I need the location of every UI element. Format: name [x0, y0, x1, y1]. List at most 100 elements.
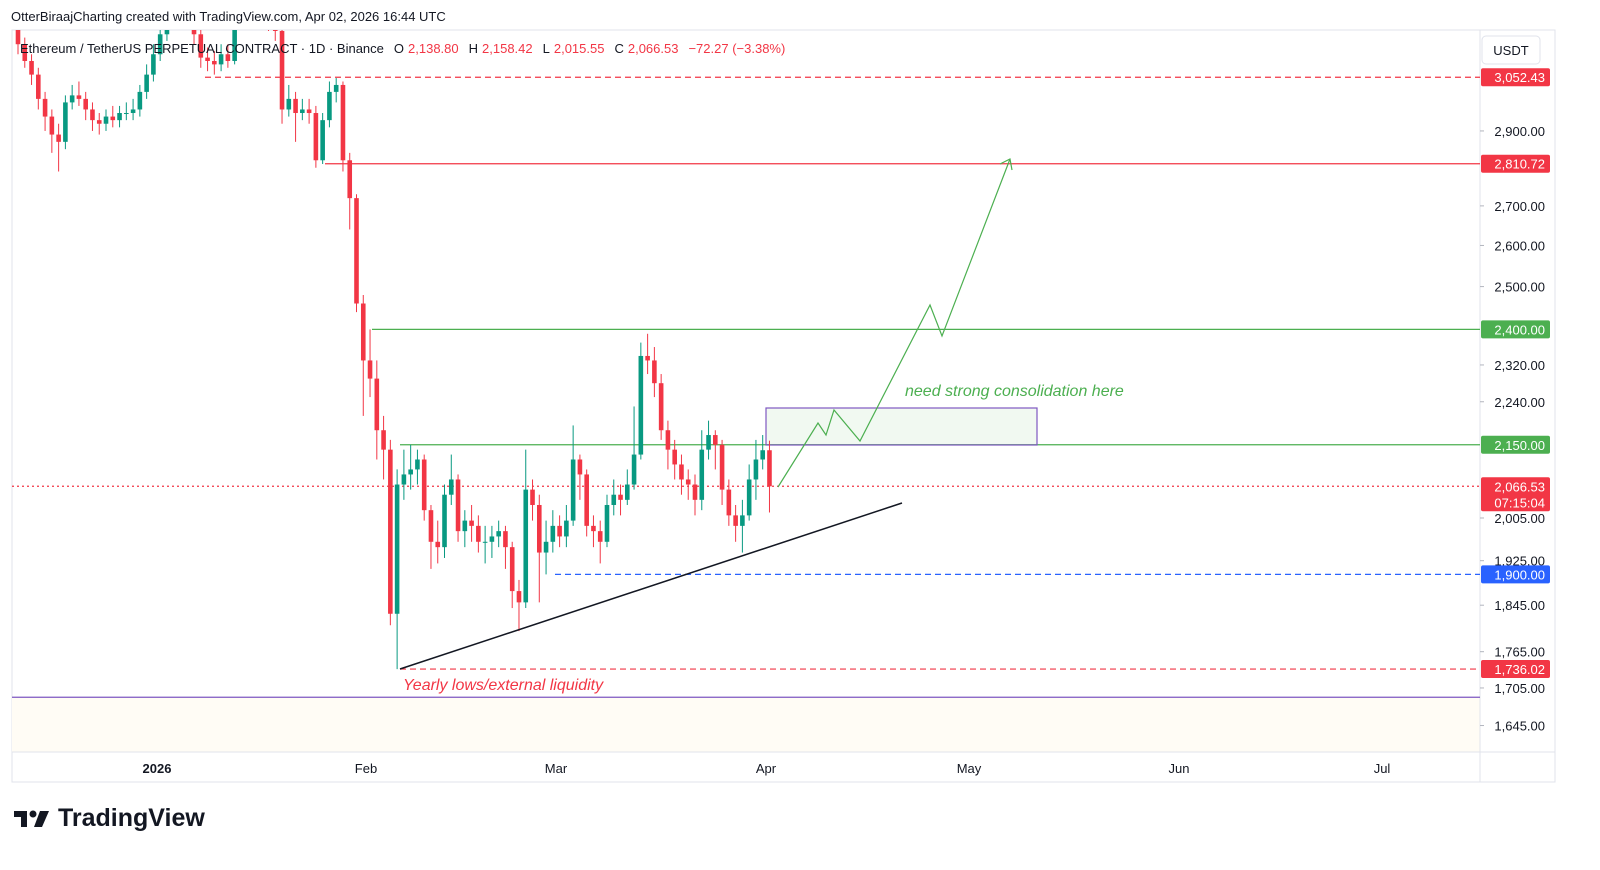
- candle-body: [178, 5, 183, 11]
- x-tick-label: Feb: [355, 761, 377, 776]
- candle-body: [482, 541, 488, 543]
- candles: [15, 0, 772, 670]
- brand-name: TradingView: [58, 804, 205, 832]
- candle-body: [767, 450, 772, 487]
- candle-body: [239, 0, 244, 15]
- ohlc-key: O: [393, 41, 405, 56]
- candle-body: [279, 30, 285, 110]
- candle-body: [604, 504, 610, 542]
- level-countdown: 07:15:04: [1494, 495, 1545, 510]
- currency-label[interactable]: USDT: [1493, 43, 1528, 58]
- candle-body: [401, 474, 407, 485]
- candle-body: [144, 74, 149, 92]
- candle-body: [597, 531, 603, 542]
- ohlc-value: 2,158.42: [482, 41, 533, 56]
- candle-body: [489, 536, 495, 542]
- ohlc-value: 2,138.80: [408, 41, 459, 56]
- ohlc-key: L: [542, 41, 550, 56]
- candle-body: [746, 479, 752, 516]
- symbol-name: Ethereum / TetherUS PERPETUAL CONTRACT ·…: [20, 41, 384, 56]
- candle-body: [631, 454, 637, 485]
- level-price-tag: [1481, 435, 1550, 454]
- candle-body: [672, 449, 677, 465]
- candle-body: [266, 0, 271, 24]
- candle-body: [124, 113, 129, 115]
- y-tick-label: 2,500.00: [1494, 280, 1545, 295]
- candle-body: [22, 44, 28, 61]
- candle-body: [103, 116, 109, 124]
- candle-body: [42, 98, 48, 117]
- candle-body: [69, 95, 75, 103]
- candle-body: [374, 378, 380, 431]
- x-tick-label: 2026: [143, 761, 172, 776]
- candle-body: [360, 303, 366, 361]
- candle-body: [327, 91, 332, 121]
- candle-body: [496, 531, 501, 537]
- chart-frame: [11, 29, 1556, 783]
- candle-body: [171, 11, 176, 17]
- candle-body: [300, 109, 305, 114]
- y-tick-label: 1,705.00: [1494, 681, 1545, 696]
- level-price-label: 1,736.02: [1494, 662, 1545, 677]
- price-axis: 2,900.00 2,700.00 2,600.00 2,500.00 2,320.00…: [1480, 68, 1550, 734]
- projection-arrowhead: [999, 158, 1013, 171]
- candle-body: [476, 525, 481, 542]
- candle-body: [49, 116, 55, 135]
- candle-body: [564, 520, 569, 537]
- candle-body: [523, 489, 529, 603]
- level-price-tag: [1481, 660, 1550, 679]
- level-price-tag: [1481, 565, 1550, 584]
- candle-body: [421, 459, 427, 511]
- candle-body: [462, 520, 468, 532]
- y-tick-label: 1,925.00: [1494, 554, 1545, 569]
- candle-body: [306, 109, 312, 114]
- candle-body: [164, 30, 170, 35]
- level-price-tag: [1481, 477, 1550, 512]
- candle-body: [96, 120, 102, 124]
- candle-body: [679, 464, 684, 480]
- candle-body: [469, 520, 474, 526]
- candle-body: [320, 120, 325, 161]
- candle-body: [692, 484, 698, 500]
- candle-body: [110, 116, 116, 121]
- candle-body: [536, 504, 542, 553]
- ohlc-key: H: [468, 41, 479, 56]
- level-price-label: 3,052.43: [1494, 70, 1545, 85]
- author-note: OtterBiraajCharting created with Trading…: [11, 9, 446, 24]
- ohlc-value: 2,066.53: [627, 41, 679, 56]
- candle-body: [218, 54, 224, 65]
- level-price-tag: [1481, 154, 1550, 173]
- level-price-label: 2,066.53: [1494, 479, 1545, 494]
- candle-body: [543, 541, 549, 553]
- candle-body: [76, 95, 82, 99]
- level-price-label: 2,150.00: [1494, 438, 1545, 453]
- y-tick-label: 2,320.00: [1494, 358, 1545, 373]
- level-price-label: 2,400.00: [1494, 322, 1545, 337]
- level-price-tag: [1481, 320, 1550, 339]
- candle-body: [719, 444, 725, 490]
- y-tick-label: 2,600.00: [1494, 238, 1545, 253]
- lower-zone: [12, 697, 1480, 752]
- candle-body: [388, 449, 393, 614]
- projection-path: [777, 158, 1011, 488]
- candle-body: [185, 5, 190, 8]
- currency-box[interactable]: [1481, 35, 1541, 65]
- candle-body: [448, 479, 454, 495]
- candle-body: [130, 109, 136, 114]
- y-tick-label: 1,645.00: [1494, 719, 1545, 734]
- candle-body: [760, 450, 765, 460]
- candle-body: [90, 109, 95, 121]
- candle-body: [151, 54, 156, 75]
- candle-body: [408, 469, 413, 475]
- y-tick-label: 1,765.00: [1494, 645, 1545, 660]
- candle-body: [157, 34, 163, 55]
- x-tick-label: May: [957, 761, 982, 776]
- candle-body: [591, 525, 596, 532]
- level-price-tag: [1481, 68, 1550, 87]
- x-tick-label: Mar: [545, 761, 568, 776]
- candle-body: [191, 30, 197, 35]
- levels: [12, 76, 1480, 698]
- candle-body: [611, 494, 617, 505]
- candle-body: [117, 113, 122, 121]
